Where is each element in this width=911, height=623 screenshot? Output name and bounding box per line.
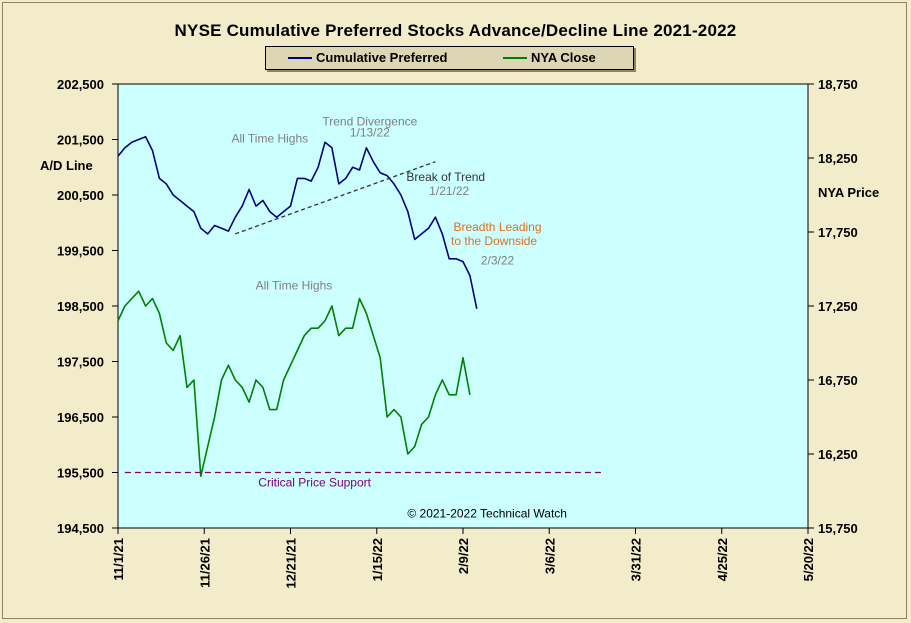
y-right-tick-label: 16,750 [818, 373, 858, 388]
y-axis-title-left: A/D Line [40, 158, 93, 173]
y-left-tick-label: 202,500 [57, 77, 104, 92]
series-line-nya-close [117, 290, 471, 478]
annotation-label: Break of Trend [406, 170, 485, 184]
y-right-tick-label: 16,250 [818, 447, 858, 462]
annotation-label: Critical Price Support [258, 475, 371, 489]
y-left-tick-label: 196,500 [57, 410, 104, 425]
y-axis-title-right: NYA Price [818, 185, 880, 200]
annotation-label: 1/13/22 [350, 126, 390, 140]
legend: Cumulative Preferred NYA Close [265, 46, 634, 70]
annotation-label: All Time Highs [231, 131, 308, 145]
annotation-label: 1/21/22 [429, 184, 469, 198]
y-right-tick-label: 17,750 [818, 225, 858, 240]
annotation-label: Trend Divergence [322, 115, 417, 129]
annotation-label: All Time Highs [256, 278, 333, 292]
legend-swatch-green [503, 56, 527, 59]
copyright-text: © 2021-2022 Technical Watch [407, 506, 567, 520]
x-tick-label: 3/31/22 [629, 538, 644, 581]
y-left-tick-label: 199,500 [57, 244, 104, 259]
x-tick-label: 4/25/22 [715, 538, 730, 581]
y-left-tick-label: 198,500 [57, 299, 104, 314]
y-right-tick-label: 17,250 [818, 299, 858, 314]
legend-label-cumulative-preferred: Cumulative Preferred [316, 50, 448, 65]
chart-title: NYSE Cumulative Preferred Stocks Advance… [174, 21, 737, 40]
y-right-tick-label: 15,750 [818, 521, 858, 536]
x-tick-label: 12/21/21 [284, 538, 299, 589]
series-line-trend [235, 161, 436, 235]
legend-item-cumulative-preferred: Cumulative Preferred [288, 50, 448, 65]
y-left-tick-label: 201,500 [57, 133, 104, 148]
x-tick-label: 11/1/21 [111, 538, 126, 581]
x-tick-label: 1/15/22 [370, 538, 385, 581]
annotation-label: to the Downside [451, 234, 537, 248]
y-left-tick-label: 200,500 [57, 188, 104, 203]
x-tick-label: 5/20/22 [801, 538, 816, 581]
x-tick-label: 2/9/22 [456, 538, 471, 574]
y-left-tick-label: 197,500 [57, 355, 104, 370]
series-line-cumulative-preferred [117, 135, 478, 309]
legend-item-nya-close: NYA Close [503, 50, 596, 65]
annotation-label: Breadth Leading [453, 220, 541, 234]
legend-label-nya-close: NYA Close [531, 50, 596, 65]
y-right-tick-label: 18,250 [818, 151, 858, 166]
y-left-tick-label: 194,500 [57, 521, 104, 536]
annotation-label: 2/3/22 [481, 253, 515, 267]
y-left-tick-label: 195,500 [57, 466, 104, 481]
x-tick-label: 11/26/21 [197, 538, 212, 588]
legend-swatch-navy [288, 56, 312, 59]
x-tick-label: 3/6/22 [542, 538, 557, 574]
plot-area [117, 83, 809, 529]
y-right-tick-label: 18,750 [818, 77, 858, 92]
